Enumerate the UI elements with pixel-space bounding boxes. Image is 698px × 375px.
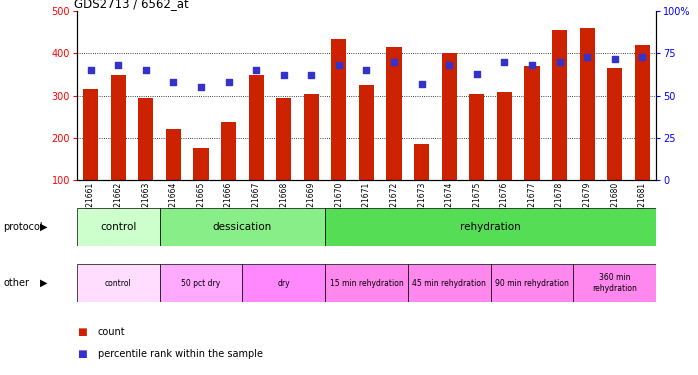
Bar bbox=[304, 93, 319, 180]
Bar bbox=[160, 264, 242, 302]
Bar bbox=[332, 39, 346, 180]
Bar bbox=[387, 47, 401, 180]
Point bbox=[223, 79, 234, 85]
Text: 15 min rehydration: 15 min rehydration bbox=[329, 279, 403, 288]
Text: 45 min rehydration: 45 min rehydration bbox=[413, 279, 486, 288]
Point bbox=[637, 54, 648, 60]
Point bbox=[444, 62, 455, 68]
Point bbox=[471, 70, 482, 77]
Text: GDS2713 / 6562_at: GDS2713 / 6562_at bbox=[74, 0, 188, 10]
Bar bbox=[579, 28, 595, 180]
Bar bbox=[469, 93, 484, 180]
Point bbox=[306, 72, 317, 78]
Point bbox=[499, 59, 510, 65]
Text: count: count bbox=[98, 327, 126, 337]
Text: ▶: ▶ bbox=[40, 222, 47, 232]
Bar bbox=[359, 85, 374, 180]
Point bbox=[416, 81, 427, 87]
Point bbox=[85, 68, 96, 74]
Text: protocol: protocol bbox=[3, 222, 43, 232]
Bar bbox=[221, 122, 236, 180]
Text: dry: dry bbox=[277, 279, 290, 288]
Bar bbox=[138, 98, 154, 180]
Point bbox=[140, 68, 151, 74]
Bar bbox=[276, 98, 291, 180]
Bar bbox=[552, 30, 567, 180]
Bar bbox=[573, 264, 656, 302]
Text: dessication: dessication bbox=[213, 222, 272, 232]
Text: ▶: ▶ bbox=[40, 278, 47, 288]
Bar bbox=[110, 75, 126, 180]
Bar bbox=[634, 45, 650, 180]
Bar bbox=[491, 264, 573, 302]
Text: control: control bbox=[105, 279, 131, 288]
Point bbox=[361, 68, 372, 74]
Point bbox=[278, 72, 289, 78]
Point bbox=[526, 62, 537, 68]
Text: ■: ■ bbox=[77, 350, 87, 359]
Text: percentile rank within the sample: percentile rank within the sample bbox=[98, 350, 262, 359]
Bar bbox=[408, 264, 491, 302]
Point bbox=[112, 62, 124, 68]
Point bbox=[554, 59, 565, 65]
Point bbox=[195, 84, 207, 90]
Text: other: other bbox=[3, 278, 29, 288]
Bar bbox=[325, 264, 408, 302]
Text: 90 min rehydration: 90 min rehydration bbox=[495, 279, 569, 288]
Point bbox=[609, 56, 621, 62]
Text: 50 pct dry: 50 pct dry bbox=[181, 279, 221, 288]
Bar bbox=[165, 129, 181, 180]
Bar bbox=[524, 66, 540, 180]
Point bbox=[251, 68, 262, 74]
Bar bbox=[242, 264, 325, 302]
Point bbox=[581, 54, 593, 60]
Bar bbox=[248, 75, 264, 180]
Point bbox=[333, 62, 344, 68]
Bar bbox=[607, 68, 623, 180]
Bar bbox=[160, 208, 325, 246]
Bar bbox=[193, 148, 209, 180]
Bar bbox=[77, 208, 160, 246]
Bar bbox=[442, 54, 456, 180]
Bar bbox=[325, 208, 656, 246]
Text: ■: ■ bbox=[77, 327, 87, 337]
Bar bbox=[414, 144, 429, 180]
Bar bbox=[77, 264, 160, 302]
Bar bbox=[497, 92, 512, 180]
Point bbox=[389, 59, 400, 65]
Text: 360 min
rehydration: 360 min rehydration bbox=[593, 273, 637, 293]
Text: control: control bbox=[100, 222, 136, 232]
Point bbox=[168, 79, 179, 85]
Text: rehydration: rehydration bbox=[460, 222, 521, 232]
Bar bbox=[83, 89, 98, 180]
